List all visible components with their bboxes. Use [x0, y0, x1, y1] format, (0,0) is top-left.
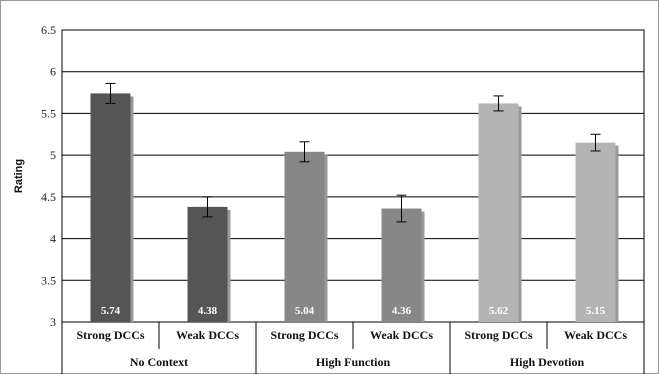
bar [478, 103, 519, 322]
data-label: 5.04 [295, 305, 315, 317]
bar [575, 142, 616, 322]
x-group-label: No Context [130, 355, 188, 369]
y-tick-label: 3 [50, 315, 56, 329]
data-label: 4.36 [392, 305, 412, 317]
y-tick-label: 6.5 [41, 23, 56, 37]
data-label: 5.62 [489, 305, 509, 317]
data-label: 5.15 [586, 305, 606, 317]
data-label: 4.38 [198, 305, 218, 317]
bar [187, 206, 228, 322]
x-group-label: High Devotion [510, 355, 585, 369]
bar [90, 93, 131, 322]
bar [381, 208, 422, 322]
y-tick-label: 4.5 [41, 190, 56, 204]
x-category-label: Strong DCCs [76, 328, 144, 342]
bar [284, 151, 325, 322]
data-label: 5.74 [101, 305, 121, 317]
bars: 5.74 4.38 5.04 4.36 5.62 5.15 [90, 82, 619, 322]
y-tick-label: 3.5 [41, 273, 56, 287]
y-axis-title: Rating [13, 159, 25, 193]
y-tick-label: 4 [50, 232, 56, 246]
x-category-label: Weak DCCs [176, 328, 239, 342]
x-category-label: Strong DCCs [270, 328, 338, 342]
x-group-label: High Function [316, 355, 391, 369]
x-category-label: Weak DCCs [564, 328, 627, 342]
y-tick-label: 5 [50, 148, 56, 162]
x-category-label: Weak DCCs [370, 328, 433, 342]
x-category-label: Strong DCCs [464, 328, 532, 342]
y-tick-label: 6 [50, 65, 56, 79]
y-tick-labels: 3 3.5 4 4.5 5 5.5 6 6.5 [41, 23, 56, 329]
x-category-labels: Strong DCCs Weak DCCs Strong DCCs Weak DCCs… [61, 322, 645, 374]
y-tick-label: 5.5 [41, 106, 56, 120]
